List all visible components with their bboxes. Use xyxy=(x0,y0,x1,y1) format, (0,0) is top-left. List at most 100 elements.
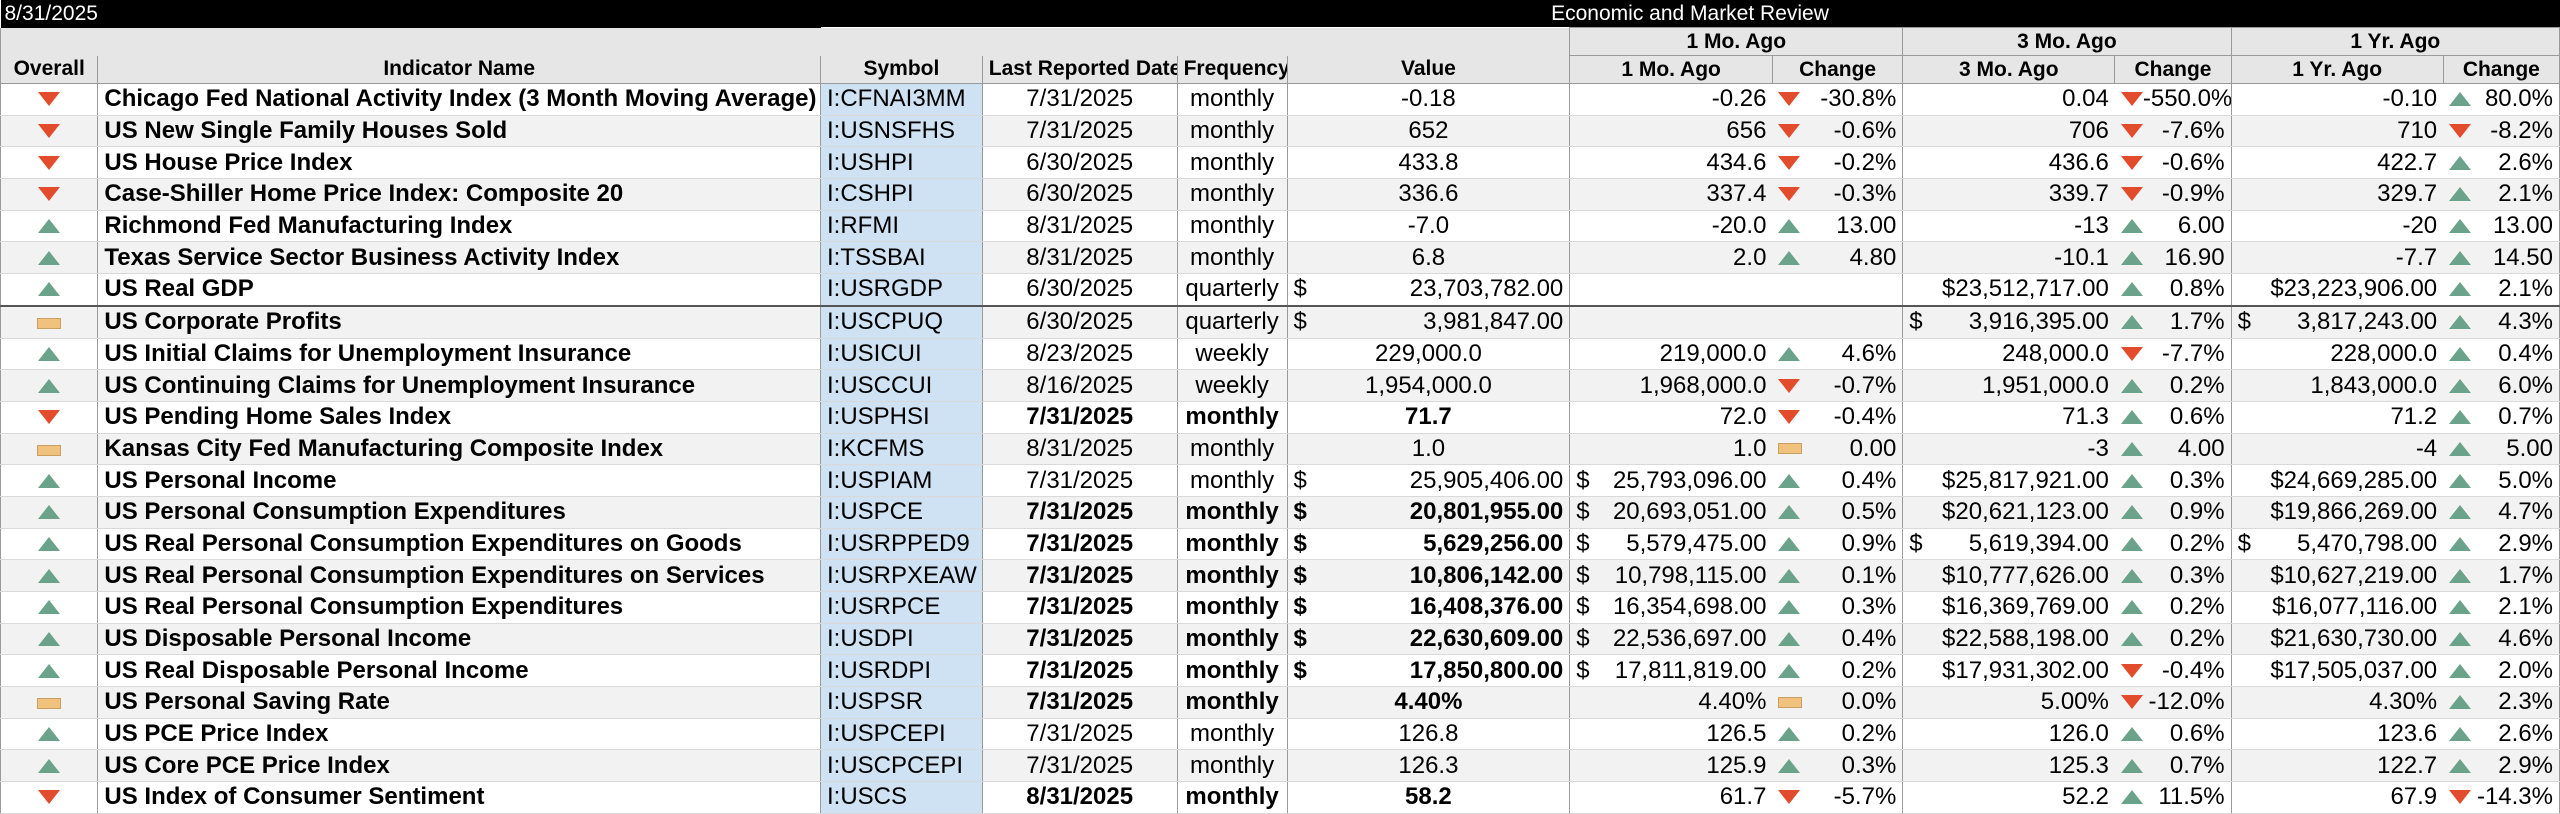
change-1yr-cell[interactable]: 2.0% xyxy=(2443,654,2560,688)
change-1yr-cell[interactable]: 80.0% xyxy=(2443,83,2560,116)
table-row[interactable]: US Disposable Personal Income I:USDPI 7/31… xyxy=(0,623,2560,656)
change-1mo-cell[interactable]: 0.4% xyxy=(1772,464,1904,497)
value-3mo-ago-cell[interactable]: $10,777,626.00 xyxy=(1902,559,2115,592)
value-3mo-ago-cell[interactable]: $25,817,921.00 xyxy=(1902,464,2115,497)
col-1mo-change[interactable]: Change xyxy=(1771,55,1904,84)
table-row[interactable]: US Initial Claims for Unemployment Insur… xyxy=(0,338,2560,371)
change-3mo-cell[interactable]: -0.4% xyxy=(2114,654,2232,688)
change-1yr-cell[interactable]: -14.3% xyxy=(2443,781,2560,814)
change-1mo-cell[interactable] xyxy=(1772,273,1904,307)
col-1yr-change[interactable]: Change xyxy=(2442,55,2560,84)
indicator-name[interactable]: US House Price Index xyxy=(97,146,821,180)
indicator-name[interactable]: US Real GDP xyxy=(97,273,821,307)
value-1mo-ago-cell[interactable] xyxy=(1569,273,1773,307)
change-1yr-cell[interactable]: 13.00 xyxy=(2443,210,2560,243)
change-1mo-cell[interactable]: -0.6% xyxy=(1772,115,1904,148)
change-1yr-cell[interactable]: 2.9% xyxy=(2443,749,2560,783)
value-cell[interactable]: 58.2 xyxy=(1287,781,1571,814)
table-row[interactable]: US Real GDP I:USRGDP 6/30/2025 quarterly $23… xyxy=(0,273,2560,307)
change-1yr-cell[interactable]: 4.6% xyxy=(2443,623,2560,656)
indicator-name[interactable]: US Index of Consumer Sentiment xyxy=(97,781,821,814)
value-1mo-ago-cell[interactable]: 656 xyxy=(1569,115,1773,148)
symbol-cell[interactable]: I:CSHPI xyxy=(820,178,983,211)
value-1mo-ago-cell[interactable]: 2.0 xyxy=(1569,241,1773,275)
value-3mo-ago-cell[interactable]: 248,000.0 xyxy=(1902,338,2115,371)
value-1mo-ago-cell[interactable] xyxy=(1569,304,1773,339)
table-row[interactable]: US New Single Family Houses Sold I:USNSFH… xyxy=(0,115,2560,148)
value-cell[interactable]: $10,806,142.00 xyxy=(1287,559,1571,592)
value-1mo-ago-cell[interactable]: $22,536,697.00 xyxy=(1569,623,1773,656)
value-3mo-ago-cell[interactable]: -10.1 xyxy=(1902,241,2115,275)
value-1yr-ago-cell[interactable]: -7.7 xyxy=(2230,241,2444,275)
change-1mo-cell[interactable] xyxy=(1772,304,1904,339)
change-3mo-cell[interactable]: 0.9% xyxy=(2114,496,2232,529)
change-3mo-cell[interactable]: -12.0% xyxy=(2114,686,2232,719)
symbol-cell[interactable]: I:USNSFHS xyxy=(820,115,983,148)
value-cell[interactable]: 6.8 xyxy=(1287,241,1571,275)
col-3mo-change[interactable]: Change xyxy=(2114,55,2232,84)
value-cell[interactable]: $17,850,800.00 xyxy=(1287,654,1571,688)
change-1yr-cell[interactable]: 1.7% xyxy=(2443,559,2560,592)
symbol-cell[interactable]: I:USRGDP xyxy=(820,273,983,307)
value-1yr-ago-cell[interactable]: $5,470,798.00 xyxy=(2230,528,2444,561)
value-cell[interactable]: -7.0 xyxy=(1287,210,1571,243)
table-row[interactable]: US Real Personal Consumption Expenditure… xyxy=(0,559,2560,592)
change-1mo-cell[interactable]: 0.9% xyxy=(1772,528,1904,561)
change-1yr-cell[interactable]: 2.6% xyxy=(2443,146,2560,180)
change-3mo-cell[interactable]: 0.6% xyxy=(2114,401,2232,434)
table-row[interactable]: Texas Service Sector Business Activity I… xyxy=(0,241,2560,275)
symbol-cell[interactable]: I:USCCUI xyxy=(820,369,983,402)
value-1yr-ago-cell[interactable]: 71.2 xyxy=(2230,401,2444,434)
value-1mo-ago-cell[interactable]: 61.7 xyxy=(1569,781,1773,814)
change-3mo-cell[interactable]: 0.3% xyxy=(2114,559,2232,592)
value-1yr-ago-cell[interactable]: $24,669,285.00 xyxy=(2230,464,2444,497)
symbol-cell[interactable]: I:CFNAI3MM xyxy=(820,83,983,116)
symbol-cell[interactable]: I:USCS xyxy=(820,781,983,814)
value-1mo-ago-cell[interactable]: 337.4 xyxy=(1569,178,1773,211)
change-3mo-cell[interactable]: 11.5% xyxy=(2114,781,2232,814)
symbol-cell[interactable]: I:USPIAM xyxy=(820,464,983,497)
change-1yr-cell[interactable]: 2.1% xyxy=(2443,591,2560,624)
table-row[interactable]: US Index of Consumer Sentiment I:USCS 8/31… xyxy=(0,781,2560,814)
value-cell[interactable]: $3,981,847.00 xyxy=(1287,304,1571,339)
symbol-cell[interactable]: I:USCPUQ xyxy=(820,304,983,339)
col-3mo-value[interactable]: 3 Mo. Ago xyxy=(1902,55,2116,84)
indicator-name[interactable]: US Disposable Personal Income xyxy=(97,623,821,656)
indicator-name[interactable]: US New Single Family Houses Sold xyxy=(97,115,821,148)
change-1yr-cell[interactable]: 5.0% xyxy=(2443,464,2560,497)
value-1yr-ago-cell[interactable]: $19,866,269.00 xyxy=(2230,496,2444,529)
change-1mo-cell[interactable]: 0.1% xyxy=(1772,559,1904,592)
value-1mo-ago-cell[interactable]: $17,811,819.00 xyxy=(1569,654,1773,688)
change-1yr-cell[interactable]: 4.7% xyxy=(2443,496,2560,529)
table-row[interactable]: US PCE Price Index I:USPCEPI 7/31/2025 mont… xyxy=(0,718,2560,751)
change-3mo-cell[interactable]: 6.00 xyxy=(2114,210,2232,243)
table-row[interactable]: US Personal Saving Rate I:USPSR 7/31/2025 m… xyxy=(0,686,2560,719)
change-3mo-cell[interactable]: -7.6% xyxy=(2114,115,2232,148)
change-1mo-cell[interactable]: -0.2% xyxy=(1772,146,1904,180)
change-3mo-cell[interactable]: 1.7% xyxy=(2114,304,2232,339)
change-1yr-cell[interactable]: 2.1% xyxy=(2443,178,2560,211)
change-1yr-cell[interactable]: 0.7% xyxy=(2443,401,2560,434)
value-3mo-ago-cell[interactable]: $20,621,123.00 xyxy=(1902,496,2115,529)
value-3mo-ago-cell[interactable]: 71.3 xyxy=(1902,401,2115,434)
change-1mo-cell[interactable]: 0.2% xyxy=(1772,654,1904,688)
change-1mo-cell[interactable]: -30.8% xyxy=(1772,83,1904,116)
value-1yr-ago-cell[interactable]: 122.7 xyxy=(2230,749,2444,783)
table-row[interactable]: Chicago Fed National Activity Index (3 M… xyxy=(0,83,2560,116)
value-1yr-ago-cell[interactable]: 123.6 xyxy=(2230,718,2444,751)
value-3mo-ago-cell[interactable]: $23,512,717.00 xyxy=(1902,273,2115,307)
change-3mo-cell[interactable]: 0.2% xyxy=(2114,591,2232,624)
symbol-cell[interactable]: I:USPSR xyxy=(820,686,983,719)
value-cell[interactable]: 652 xyxy=(1287,115,1571,148)
value-cell[interactable]: 433.8 xyxy=(1287,146,1571,180)
col-symbol[interactable]: Symbol xyxy=(820,55,983,84)
value-3mo-ago-cell[interactable]: 436.6 xyxy=(1902,146,2115,180)
value-1mo-ago-cell[interactable]: 1.0 xyxy=(1569,433,1773,466)
symbol-cell[interactable]: I:USPCE xyxy=(820,496,983,529)
value-1mo-ago-cell[interactable]: $20,693,051.00 xyxy=(1569,496,1773,529)
change-1mo-cell[interactable]: 0.3% xyxy=(1772,749,1904,783)
symbol-cell[interactable]: I:USRPPED9 xyxy=(820,528,983,561)
value-cell[interactable]: $25,905,406.00 xyxy=(1287,464,1571,497)
change-3mo-cell[interactable]: -550.0% xyxy=(2114,83,2232,116)
value-1mo-ago-cell[interactable]: $10,798,115.00 xyxy=(1569,559,1773,592)
